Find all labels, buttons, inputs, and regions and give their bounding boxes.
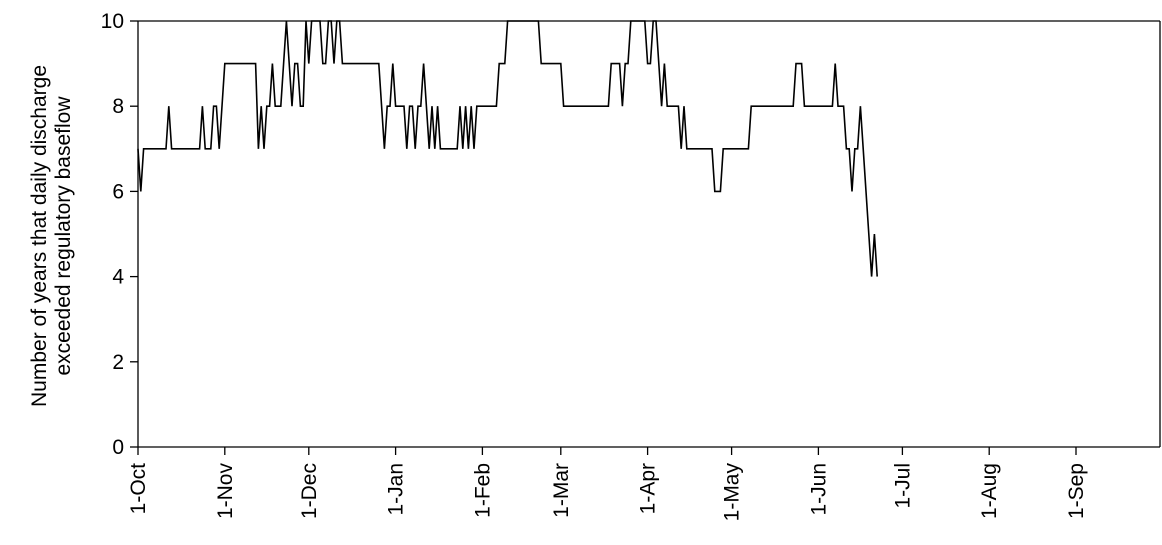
y-tick-label: 8 [112,95,124,118]
x-tick-label: 1-Nov [214,463,237,520]
x-tick-label: 1-Apr [637,463,660,514]
x-tick-label: 1-Sep [1065,463,1088,519]
x-axis: 1-Oct 1-Nov 1-Dec 1-Jan 1-Feb 1-Mar 1-Apr 1-May… [127,447,1088,521]
y-tick-label: 10 [101,10,124,33]
x-tick-label: 1-Oct [127,463,150,515]
x-tick-label: 1-Mar [550,463,573,518]
x-tick-label: 1-Jun [807,463,830,516]
x-tick-label: 1-Feb [471,463,494,518]
series-line-1 [137,20,878,277]
y-tick-label: 6 [112,180,124,203]
y-axis: 0 2 4 6 8 10 [101,10,138,459]
y-axis-title-line-2: exceeded regulatory baseflow [52,96,75,376]
x-tick-label: 1-May [721,463,744,522]
x-tick-label: 1-Jan [385,463,408,516]
y-axis-title-line-1: Number of years that daily discharge [28,65,51,407]
y-tick-label: 4 [112,266,124,289]
y-tick-label: 0 [112,436,124,459]
x-tick-label: 1-Aug [978,463,1001,519]
x-tick-label: 1-Jul [891,463,914,509]
y-axis-title: Number of years that daily discharge exc… [28,65,75,407]
x-tick-label: 1-Dec [298,463,321,519]
series-group [137,20,878,277]
y-tick-label: 2 [112,351,124,374]
